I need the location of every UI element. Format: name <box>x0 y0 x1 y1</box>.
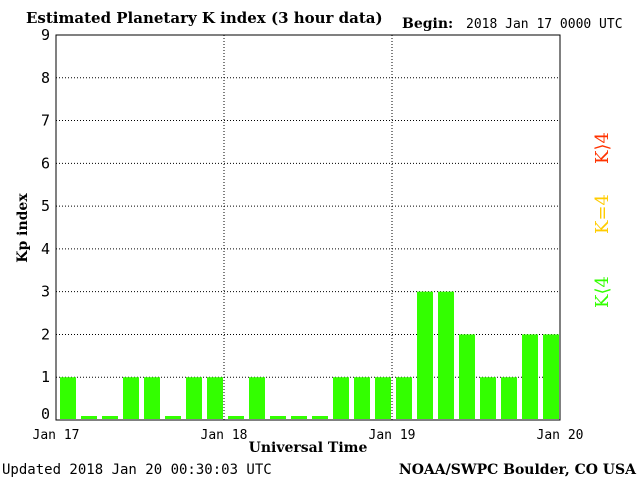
x-tick-label: Jan 18 <box>201 428 248 443</box>
kp-bar <box>417 291 433 419</box>
x-tick-label: Jan 17 <box>33 428 80 443</box>
y-axis-label: Kp index <box>15 193 31 263</box>
source-credit: NOAA/SWPC Boulder, CO USA <box>399 462 637 478</box>
kp-bar <box>543 334 559 419</box>
y-tick-label: 9 <box>41 26 50 44</box>
legend: K⟨4 K=4 K⟩4 <box>592 132 613 308</box>
x-tick-labels: Jan 17 Jan 18 Jan 19 Jan 20 <box>33 428 584 443</box>
kp-bar <box>249 377 265 419</box>
y-tick-label: 1 <box>41 368 50 386</box>
grid-lines <box>56 35 560 420</box>
legend-k-eq-4: K=4 <box>592 194 613 234</box>
kp-bar <box>333 377 349 419</box>
y-tick-label: 7 <box>41 112 50 130</box>
kp-bar <box>186 377 202 419</box>
x-tick-label: Jan 19 <box>369 428 416 443</box>
y-tick-labels: 0 1 2 3 4 5 6 7 8 9 <box>41 26 50 423</box>
plot-frame <box>55 34 561 421</box>
legend-k-lt-4: K⟨4 <box>592 276 613 308</box>
legend-k-gt-4: K⟩4 <box>592 132 613 164</box>
kp-bar <box>396 377 412 419</box>
x-axis-label: Universal Time <box>249 440 368 456</box>
kp-bar <box>522 334 538 419</box>
y-tick-label: 6 <box>41 154 50 172</box>
kp-bar <box>144 377 160 419</box>
y-tick-label: 4 <box>41 240 50 258</box>
kp-bar <box>102 416 118 419</box>
y-tick-label: 5 <box>41 197 50 215</box>
kp-bar <box>60 377 76 419</box>
kp-bar <box>123 377 139 419</box>
kp-bar <box>165 416 181 419</box>
kp-bar <box>459 334 475 419</box>
chart-title: Estimated Planetary K index (3 hour data… <box>26 9 383 27</box>
y-tick-label: 2 <box>41 325 50 343</box>
y-tick-label: 8 <box>41 69 50 87</box>
kp-bar <box>228 416 244 419</box>
x-tick-label: Jan 20 <box>537 428 584 443</box>
kp-bar <box>81 416 97 419</box>
kp-bar <box>312 416 328 419</box>
y-tick-label: 3 <box>41 283 50 301</box>
begin-value: 2018 Jan 17 0000 UTC <box>466 17 623 32</box>
kp-bar <box>291 416 307 419</box>
kp-bar <box>354 377 370 419</box>
kp-bar <box>207 377 223 419</box>
updated-timestamp: Updated 2018 Jan 20 00:30:03 UTC <box>2 462 272 478</box>
begin-label: Begin: <box>402 16 453 32</box>
kp-bar <box>480 377 496 419</box>
bars <box>60 291 559 419</box>
kp-bar <box>501 377 517 419</box>
kp-bar <box>375 377 391 419</box>
kp-bar <box>438 291 454 419</box>
kp-bar <box>270 416 286 419</box>
y-tick-label: 0 <box>41 405 50 423</box>
